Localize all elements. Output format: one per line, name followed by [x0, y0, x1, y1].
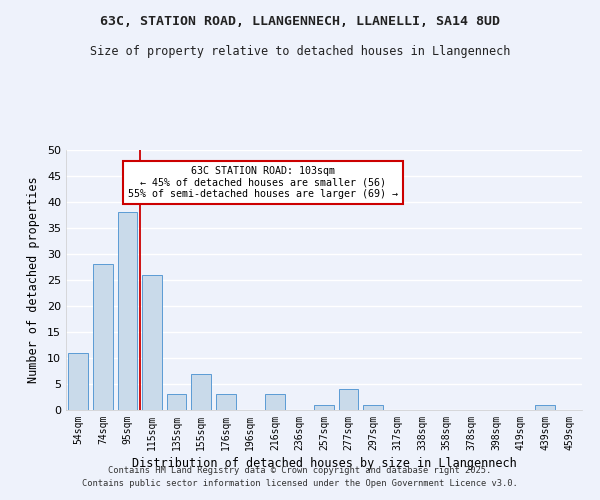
Text: 63C STATION ROAD: 103sqm
← 45% of detached houses are smaller (56)
55% of semi-d: 63C STATION ROAD: 103sqm ← 45% of detach… — [128, 166, 398, 199]
Text: 63C, STATION ROAD, LLANGENNECH, LLANELLI, SA14 8UD: 63C, STATION ROAD, LLANGENNECH, LLANELLI… — [100, 15, 500, 28]
Bar — [68, 353, 88, 410]
Y-axis label: Number of detached properties: Number of detached properties — [27, 176, 40, 384]
Bar — [167, 394, 187, 410]
Bar — [216, 394, 236, 410]
X-axis label: Distribution of detached houses by size in Llangennech: Distribution of detached houses by size … — [131, 457, 517, 470]
Bar — [314, 405, 334, 410]
Bar — [142, 275, 162, 410]
Text: Contains HM Land Registry data © Crown copyright and database right 2025.
Contai: Contains HM Land Registry data © Crown c… — [82, 466, 518, 487]
Bar — [364, 405, 383, 410]
Bar — [535, 405, 555, 410]
Bar — [93, 264, 113, 410]
Bar — [265, 394, 284, 410]
Bar — [118, 212, 137, 410]
Text: Size of property relative to detached houses in Llangennech: Size of property relative to detached ho… — [90, 45, 510, 58]
Bar — [339, 389, 358, 410]
Bar — [191, 374, 211, 410]
